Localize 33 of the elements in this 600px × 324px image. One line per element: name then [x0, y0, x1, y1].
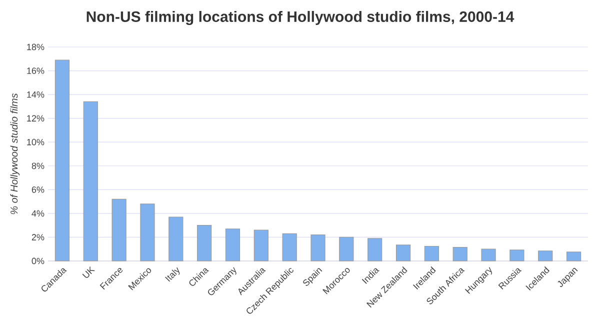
bar — [396, 244, 411, 262]
bar — [424, 246, 439, 262]
bar — [538, 250, 553, 262]
x-tick-label: UK — [82, 266, 95, 278]
y-tick-label: 6% — [32, 186, 44, 193]
y-tick-label: 2% — [32, 234, 44, 240]
y-tick-label: 14% — [27, 91, 44, 98]
bar — [83, 101, 98, 262]
bar — [197, 225, 212, 262]
bar — [112, 198, 126, 262]
y-tick-label: 16% — [27, 68, 44, 74]
x-tick-label: Italy — [165, 267, 180, 282]
bar — [452, 247, 468, 262]
y-tick-label: 12% — [27, 115, 44, 122]
bar — [225, 228, 240, 262]
y-tick-label: 8% — [32, 162, 44, 170]
bar — [510, 250, 524, 262]
y-tick-label: 10% — [27, 138, 44, 146]
bar — [140, 204, 155, 262]
bar — [481, 248, 496, 262]
bar — [54, 60, 70, 262]
bar — [282, 233, 297, 262]
chart-title: Non-US filming locations of Hollywood studio films, 2000-14 — [86, 10, 514, 26]
bar — [310, 234, 326, 262]
y-tick-label: 18% — [27, 44, 44, 50]
y-axis-title: % of Hollywood studio films — [10, 93, 20, 214]
bar — [368, 238, 382, 262]
bar — [254, 230, 268, 262]
y-tick-label: 0% — [32, 258, 44, 264]
bar — [566, 252, 582, 262]
y-tick-label: 4% — [32, 210, 44, 217]
bar — [168, 216, 184, 262]
bar — [339, 236, 354, 262]
